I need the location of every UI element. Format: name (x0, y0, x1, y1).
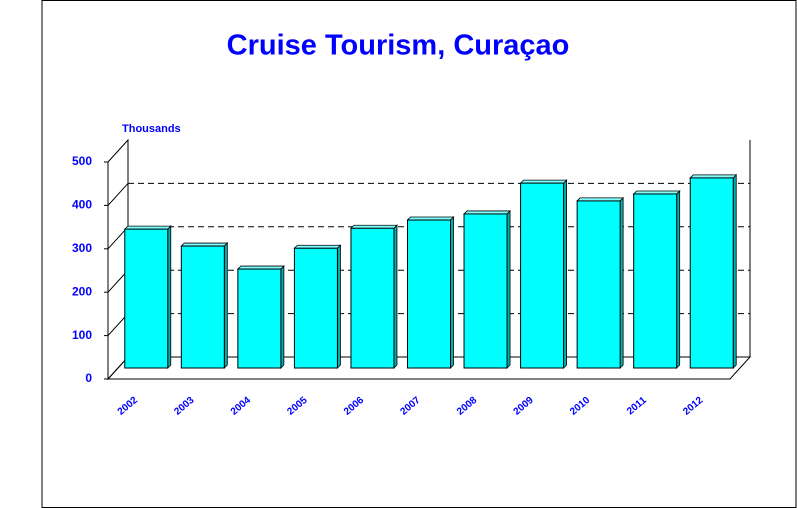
bar (180, 245, 225, 369)
y-tick-label: 100 (72, 328, 92, 342)
y-tick-label: 500 (72, 154, 92, 168)
bar (407, 219, 451, 369)
bar (689, 177, 734, 369)
bar (633, 193, 678, 369)
y-tick-label: 0 (85, 371, 92, 385)
grid-line (107, 183, 129, 206)
y-axis-label: Thousands (122, 123, 181, 135)
y-tick-label: 300 (72, 241, 92, 255)
bar (237, 268, 282, 369)
bar (463, 213, 508, 369)
bar (576, 200, 621, 369)
y-tick-label: 400 (72, 198, 92, 212)
chart-title: Cruise Tourism, Curaçao (227, 30, 570, 62)
bar (520, 182, 565, 369)
bar (350, 227, 395, 369)
bar (293, 247, 338, 369)
y-tick-label: 200 (72, 284, 92, 298)
bar (124, 228, 169, 369)
